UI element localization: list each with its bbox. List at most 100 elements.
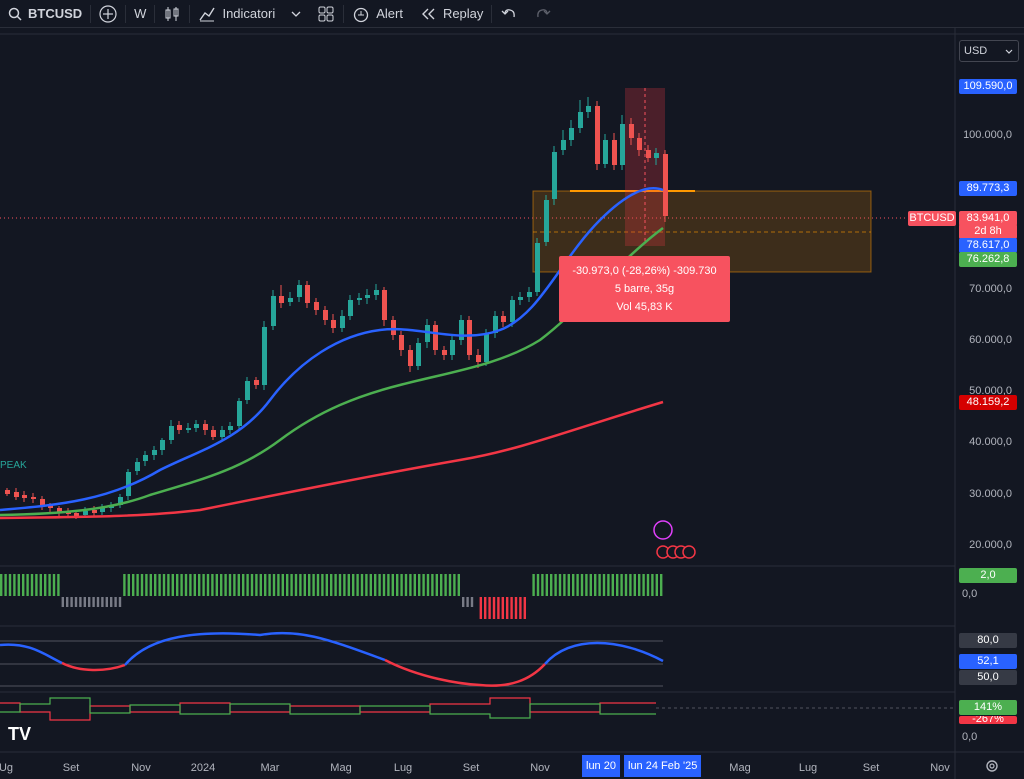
- candle-body: [391, 320, 396, 335]
- histogram-bar: [651, 574, 654, 596]
- price-chart[interactable]: [0, 28, 1024, 779]
- alert-button[interactable]: Alert: [344, 0, 411, 27]
- indicators-button[interactable]: Indicatori: [190, 0, 283, 27]
- time-tick-label: Mag: [330, 762, 352, 774]
- candles-icon: [165, 6, 179, 21]
- candle-body: [279, 296, 284, 303]
- histogram-bar: [519, 597, 522, 619]
- candle-body: [637, 138, 642, 150]
- candle-body: [612, 140, 617, 165]
- candle-body: [586, 106, 591, 112]
- layouts-button[interactable]: [309, 0, 343, 27]
- histogram-bar: [330, 574, 333, 596]
- tradingview-logo[interactable]: TV: [8, 724, 32, 744]
- compare-button[interactable]: [91, 0, 125, 27]
- histogram-bar: [110, 597, 113, 607]
- candle-body: [48, 505, 53, 508]
- histogram-bar: [114, 597, 117, 607]
- histogram-bar: [83, 597, 86, 607]
- candle-body: [143, 455, 148, 461]
- divider: [343, 4, 345, 23]
- candle-body: [620, 124, 625, 165]
- replay-button[interactable]: Replay: [411, 0, 491, 27]
- histogram-bar: [660, 574, 663, 596]
- candle-body: [552, 152, 557, 199]
- histogram-bar: [17, 574, 20, 596]
- measure-tooltip: -30.973,0 (-28,26%) -309.730 5 barre, 35…: [559, 256, 730, 322]
- histogram-bar: [374, 574, 377, 596]
- candle-body: [544, 200, 549, 242]
- alarm-clock-icon: [354, 7, 369, 22]
- histogram-bar: [611, 574, 614, 596]
- top-toolbar: BTCUSD W Indicatori Alert Replay: [0, 0, 1024, 27]
- chart-type-button[interactable]: [155, 0, 189, 27]
- histogram-bar: [211, 574, 214, 596]
- candle-body: [425, 325, 430, 342]
- candle-body: [408, 350, 413, 366]
- histogram-bar: [470, 597, 474, 607]
- rsi-line-up: [0, 643, 63, 665]
- chevron-down-icon: [291, 11, 301, 17]
- currency-label: USD: [964, 45, 988, 57]
- time-tick-label: Nov: [930, 762, 950, 774]
- histogram-bar: [616, 574, 619, 596]
- currency-selector[interactable]: USD: [959, 40, 1019, 62]
- histogram-bar: [536, 574, 540, 596]
- interval-button[interactable]: W: [126, 0, 154, 27]
- templates-dropdown[interactable]: [283, 0, 309, 27]
- price-tick-label: 30.000,0: [969, 488, 1012, 500]
- undo-button[interactable]: [492, 0, 526, 27]
- histogram-bar: [215, 574, 218, 596]
- candle-body: [169, 426, 174, 440]
- candle-body: [663, 154, 668, 216]
- rsi-upper-badge: 80,0: [959, 633, 1017, 648]
- histogram-bar: [44, 574, 47, 596]
- candle-body: [357, 298, 362, 300]
- histogram-bar: [118, 597, 122, 607]
- histogram-bar: [250, 574, 254, 596]
- histogram-bar: [140, 574, 144, 596]
- histogram-bar: [585, 574, 588, 596]
- histogram-bar: [457, 574, 460, 596]
- candle-body: [203, 424, 208, 430]
- histogram-bar: [184, 574, 188, 596]
- histogram-bar: [4, 574, 7, 596]
- candle-body: [83, 511, 88, 515]
- rewind-icon: [421, 8, 435, 19]
- histogram-bar: [66, 597, 69, 607]
- histogram-bar: [74, 597, 78, 607]
- histogram-bar: [541, 574, 544, 596]
- candle-body: [186, 428, 191, 430]
- settings-gear-icon[interactable]: [985, 759, 999, 773]
- histogram-bar: [316, 574, 320, 596]
- histogram-bar: [633, 574, 636, 596]
- histogram-bar: [440, 574, 443, 596]
- histogram-bar: [404, 574, 408, 596]
- candle-body: [211, 430, 216, 437]
- histogram-bar: [356, 574, 359, 596]
- candle-body: [382, 290, 387, 320]
- add-circle-icon: [99, 4, 117, 23]
- histogram-bar: [198, 574, 201, 596]
- histogram-bar: [413, 574, 416, 596]
- histogram-bar: [484, 597, 487, 619]
- histogram-bar: [435, 574, 438, 596]
- histogram-bar: [281, 574, 284, 596]
- histogram-bar: [268, 574, 271, 596]
- histogram-bar: [61, 597, 64, 607]
- histogram-bar: [180, 574, 183, 596]
- histogram-bar: [136, 574, 139, 596]
- candle-body: [100, 508, 105, 512]
- candle-body: [527, 292, 532, 297]
- histogram-bar: [462, 597, 465, 607]
- histogram-bar: [48, 574, 51, 596]
- histogram-bar: [242, 574, 245, 596]
- time-tick-label: Nov: [131, 762, 151, 774]
- histogram-bar: [558, 574, 562, 596]
- redo-button[interactable]: [526, 0, 560, 27]
- symbol-search[interactable]: BTCUSD: [0, 0, 90, 27]
- histogram-bar: [550, 574, 553, 596]
- histogram-bar: [466, 597, 469, 607]
- time-tick-label: Mag: [729, 762, 751, 774]
- histogram-bar: [294, 574, 298, 596]
